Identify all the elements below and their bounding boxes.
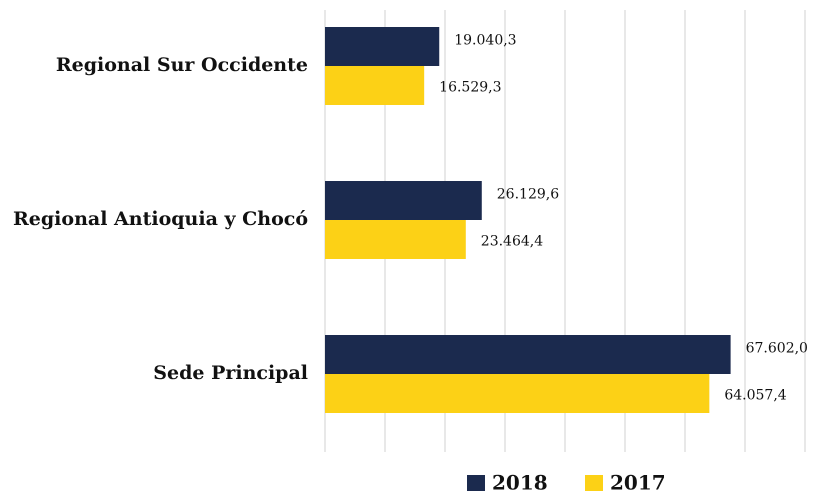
legend-label: 2018: [492, 471, 548, 494]
data-label: 26.129,6: [497, 187, 559, 203]
data-label: 67.602,0: [746, 341, 808, 357]
data-label: 23.464,4: [481, 234, 543, 250]
bar: [325, 220, 466, 259]
category-label: Sede Principal: [153, 362, 308, 384]
bar: [325, 27, 440, 66]
data-label: 16.529,3: [439, 80, 501, 96]
category-label: Regional Sur Occidente: [56, 54, 308, 76]
bar: [325, 181, 482, 220]
data-label: 64.057,4: [724, 388, 786, 404]
bar: [325, 66, 425, 105]
bar: [325, 335, 731, 374]
legend-swatch: [467, 475, 485, 491]
data-label: 19.040,3: [454, 33, 516, 49]
legend-label: 2017: [610, 471, 666, 494]
bar: [325, 374, 710, 413]
legend-swatch: [585, 475, 603, 491]
category-label: Regional Antioquia y Chocó: [13, 208, 308, 230]
